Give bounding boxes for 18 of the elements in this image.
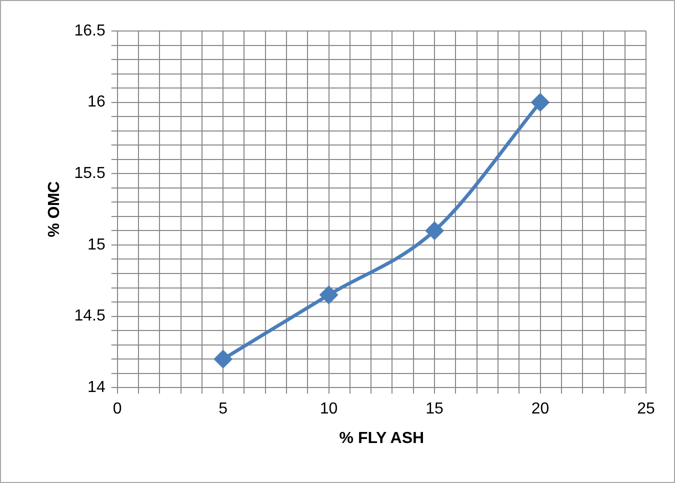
y-tick-label: 15.5 [74,165,106,182]
point [426,222,444,240]
y-axis-title: % OMC [46,180,64,238]
x-axis-title: % FLY ASH [339,430,424,447]
point [532,94,550,112]
point [320,286,338,304]
x-tick-label: 15 [426,400,444,418]
x-tick-label: 20 [531,400,550,418]
y-tick-label: 14.5 [74,308,106,325]
x-tick-label: 0 [112,400,122,418]
y-tick-label: 16.5 [74,22,106,40]
y-tick-label: 14 [88,379,106,396]
x-tick-label: 25 [637,400,655,418]
y-tick-label: 16 [88,94,106,111]
point [214,350,232,368]
y-tick-label: 15 [88,236,106,254]
x-tick-label: 5 [218,400,228,418]
x-tick-label: 10 [320,400,338,418]
